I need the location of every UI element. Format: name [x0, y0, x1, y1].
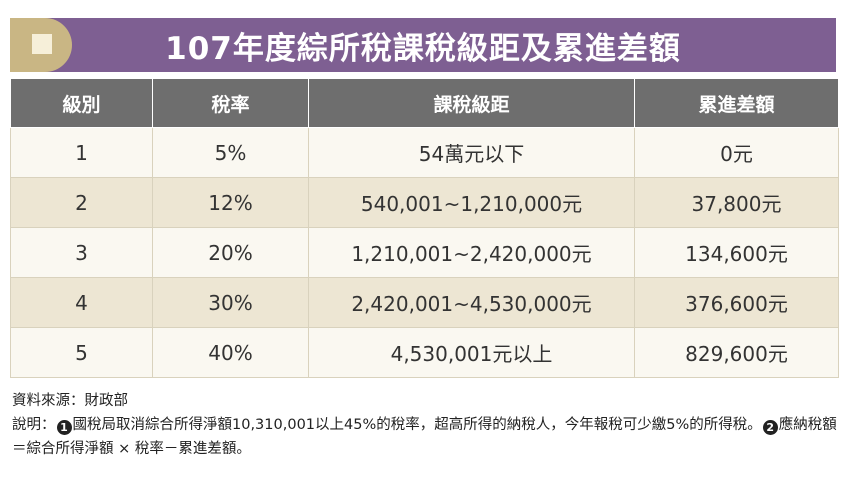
- cell-rate: 20%: [152, 227, 309, 278]
- note-one-text: 國稅局取消綜合所得淨額10,310,001以上45%的稅率，超高所得的納稅人，今…: [72, 417, 762, 433]
- tax-bracket-table: 級別 稅率 課稅級距 累進差額 1 5% 54萬元以下 0元 2 12% 540…: [10, 78, 839, 378]
- title-banner: 107年度綜所稅課稅級距及累進差額: [10, 18, 836, 72]
- header-rate: 稅率: [152, 78, 309, 128]
- cell-deduction: 37,800元: [634, 177, 839, 228]
- table-row: 4 30% 2,420,001~4,530,000元 376,600元: [10, 277, 839, 328]
- cell-bracket: 2,420,001~4,530,000元: [308, 277, 635, 328]
- number-one-icon: 1: [56, 420, 72, 435]
- cell-level: 3: [10, 227, 153, 278]
- cell-deduction: 0元: [634, 127, 839, 178]
- cell-rate: 40%: [152, 327, 309, 378]
- cell-deduction: 376,600元: [634, 277, 839, 328]
- footnotes: 資料來源：財政部 說明： 1 國稅局取消綜合所得淨額10,310,001以上45%的…: [12, 389, 842, 461]
- cell-bracket: 540,001~1,210,000元: [308, 177, 635, 228]
- cell-level: 5: [10, 327, 153, 378]
- cell-bracket: 1,210,001~2,420,000元: [308, 227, 635, 278]
- cell-deduction: 829,600元: [634, 327, 839, 378]
- cell-level: 4: [10, 277, 153, 328]
- cell-bracket: 4,530,001元以上: [308, 327, 635, 378]
- table-header-row: 級別 稅率 課稅級距 累進差額: [10, 78, 839, 128]
- table-row: 2 12% 540,001~1,210,000元 37,800元: [10, 177, 839, 228]
- cell-level: 1: [10, 127, 153, 178]
- explanation-prefix: 說明：: [12, 417, 56, 433]
- number-two-icon: 2: [762, 420, 778, 435]
- cell-deduction: 134,600元: [634, 227, 839, 278]
- source-note: 資料來源：財政部: [12, 393, 128, 409]
- header-level: 級別: [10, 78, 153, 128]
- square-icon: [32, 34, 52, 54]
- cell-bracket: 54萬元以下: [308, 127, 635, 178]
- page-title: 107年度綜所稅課稅級距及累進差額: [165, 30, 681, 67]
- explanation-note: 說明： 1 國稅局取消綜合所得淨額10,310,001以上45%的稅率，超高所得的納…: [12, 413, 842, 461]
- header-deduction: 累進差額: [634, 78, 839, 128]
- cell-level: 2: [10, 177, 153, 228]
- cell-rate: 12%: [152, 177, 309, 228]
- table-row: 3 20% 1,210,001~2,420,000元 134,600元: [10, 227, 839, 278]
- table-row: 1 5% 54萬元以下 0元: [10, 127, 839, 178]
- cell-rate: 30%: [152, 277, 309, 328]
- note-two-text: 應納稅額＝綜合所得淨額 × 稅率－累進差額。: [12, 417, 837, 457]
- cell-rate: 5%: [152, 127, 309, 178]
- table-row: 5 40% 4,530,001元以上 829,600元: [10, 327, 839, 378]
- header-bracket: 課稅級距: [308, 78, 635, 128]
